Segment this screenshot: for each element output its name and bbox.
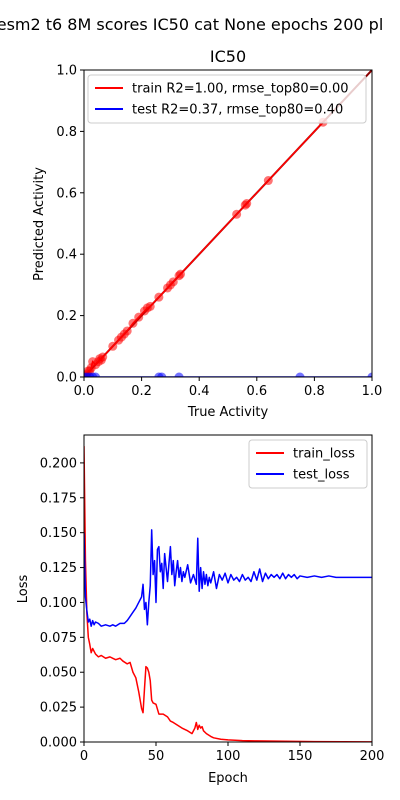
scatter-series1-point-9 bbox=[367, 372, 372, 377]
loss-panel: Epoch Loss 0 50 100 150 200 0.000 0.025 0.050 0.… bbox=[16, 434, 385, 786]
loss-y-tick-label-8: 0.200 bbox=[40, 456, 77, 471]
scatter-marks: 0.0 0.2 0.4 0.6 0.8 1.0 0.0 0.2 0.4 0.6 0.8 1.0 trai… bbox=[56, 64, 382, 400]
scatter-x-tick-label-4: 0.8 bbox=[304, 384, 325, 399]
loss-x-tick-label-2: 100 bbox=[216, 749, 241, 764]
loss-legend: train_loss test_loss bbox=[248, 439, 368, 489]
scatter-y-tick-label-4: 0.8 bbox=[56, 125, 77, 140]
scatter-x-tick-label-5: 1.0 bbox=[362, 384, 383, 399]
loss-y-tick-label-3: 0.075 bbox=[40, 631, 77, 646]
scatter-axes-frame bbox=[83, 69, 373, 378]
scatter-x-tick-label-3: 0.6 bbox=[246, 384, 267, 399]
loss-y-tick-label-2: 0.050 bbox=[40, 666, 77, 681]
scatter-series1-point-4 bbox=[91, 372, 101, 377]
loss-x-axis-label: Epoch bbox=[208, 771, 248, 786]
figure-suptitle: esm2 t6 8M scores IC50 cat None epochs 2… bbox=[0, 15, 383, 34]
scatter-y-axis-label: Predicted Activity bbox=[32, 167, 47, 281]
scatter-series1-point-6 bbox=[157, 372, 167, 377]
loss-y-tick-label-7: 0.175 bbox=[40, 491, 77, 506]
scatter-y-tick-label-0: 0.0 bbox=[56, 371, 77, 386]
scatter-series1-point-8 bbox=[295, 372, 305, 377]
loss-x-tick-label-0: 0 bbox=[80, 749, 88, 764]
loss-plot-area bbox=[84, 446, 372, 742]
loss-x-tick-label-3: 150 bbox=[288, 749, 313, 764]
scatter-y-tick-label-2: 0.4 bbox=[56, 248, 77, 263]
loss-y-tick-label-6: 0.150 bbox=[40, 526, 77, 541]
loss-y-axis-label: Loss bbox=[16, 575, 31, 604]
loss-series1-line bbox=[84, 529, 372, 627]
scatter-x-tick-label-1: 0.2 bbox=[131, 384, 152, 399]
scatter-panel: IC50 True Activity Predicted Activity 0.… bbox=[32, 47, 382, 420]
loss-x-tick-label-1: 50 bbox=[148, 749, 165, 764]
scatter-x-tick-label-2: 0.4 bbox=[189, 384, 210, 399]
loss-y-tick-label-4: 0.100 bbox=[40, 596, 77, 611]
scatter-y-tick-label-1: 0.2 bbox=[56, 309, 77, 324]
scatter-legend-label-1: test R2=0.37, rmse_top80=0.40 bbox=[132, 103, 343, 118]
loss-legend-label-1: test_loss bbox=[293, 468, 350, 483]
loss-y-tick-label-5: 0.125 bbox=[40, 561, 77, 576]
scatter-y-tick-label-3: 0.6 bbox=[56, 186, 77, 201]
loss-y-tick-label-1: 0.025 bbox=[40, 701, 77, 716]
scatter-series1-point-7 bbox=[174, 372, 184, 377]
scatter-x-axis-label: True Activity bbox=[187, 405, 269, 420]
scatter-x-tick-label-0: 0.0 bbox=[74, 384, 95, 399]
loss-x-tick-label-4: 200 bbox=[360, 749, 385, 764]
scatter-y-tick-label-5: 1.0 bbox=[56, 64, 77, 79]
loss-legend-label-0: train_loss bbox=[293, 447, 355, 462]
scatter-legend-label-0: train R2=1.00, rmse_top80=0.00 bbox=[132, 82, 349, 97]
loss-marks: 0 50 100 150 200 0.000 0.025 0.050 0.075 0.100 0.1… bbox=[40, 434, 385, 764]
loss-y-tick-label-0: 0.000 bbox=[40, 736, 77, 751]
loss-series0-line bbox=[84, 446, 372, 742]
scatter-series0-fit-line bbox=[84, 121, 324, 377]
scatter-title: IC50 bbox=[210, 47, 246, 66]
scatter-legend-box bbox=[87, 74, 367, 124]
